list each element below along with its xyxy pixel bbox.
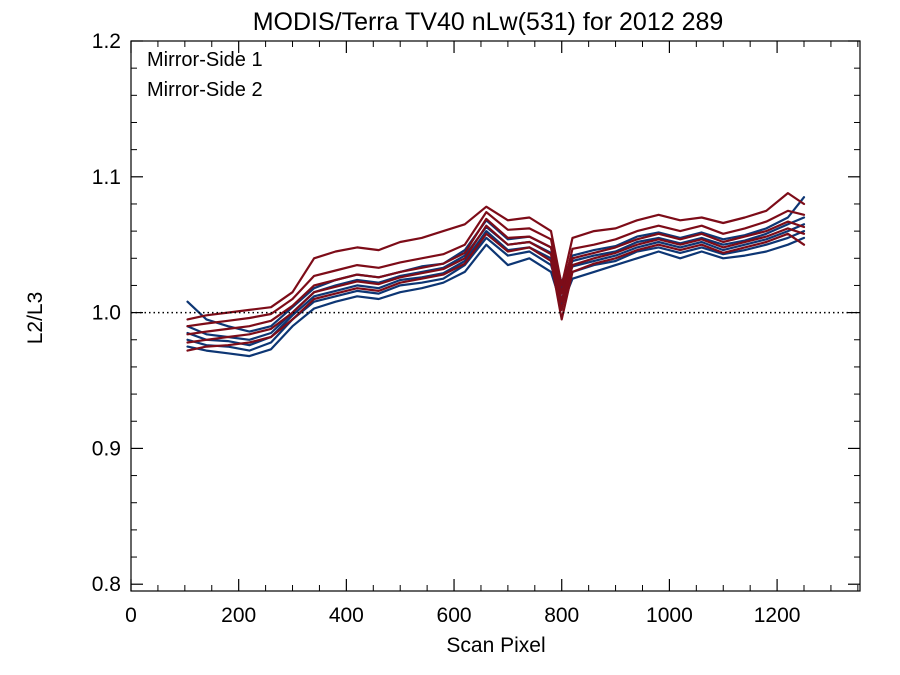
y-tick-label: 1.0: [92, 302, 121, 325]
series-2-line-4: [186, 209, 806, 328]
tick-labels: 0 200 400 600 800 1000 1200 0.8 0.9 1.0 1.1 1.2: [92, 30, 801, 627]
x-tick-label: 800: [544, 604, 579, 627]
x-tick-label: 200: [221, 604, 256, 627]
series-2-line-1: [186, 232, 806, 352]
series-2-line-5: [186, 192, 806, 321]
series-lines: [186, 192, 806, 358]
series-1-line-5: [186, 196, 806, 333]
series-2-line-2: [186, 224, 806, 344]
y-tick-label: 1.1: [92, 166, 121, 189]
x-axis-label: Scan Pixel: [446, 634, 545, 657]
legend: Mirror-Side 1 Mirror-Side 2: [147, 49, 263, 101]
y-axis-label: L2/L3: [24, 292, 47, 345]
x-tick-label: 600: [437, 604, 472, 627]
x-tick-label: 400: [329, 604, 364, 627]
plot-frame: [130, 40, 861, 592]
x-tick-label: 1200: [754, 604, 801, 627]
chart-title: MODIS/Terra TV40 nLw(531) for 2012 289: [253, 8, 724, 36]
y-tick-label: 0.8: [92, 573, 121, 596]
y-tick-label: 0.9: [92, 437, 121, 460]
x-tick-label: 0: [125, 604, 137, 627]
series-2: [186, 192, 806, 352]
axis-ticks: [130, 40, 860, 591]
legend-label-mirror-side-2: Mirror-Side 2: [147, 79, 263, 101]
x-tick-label: 1000: [646, 604, 693, 627]
series-1-line-1: [186, 236, 806, 358]
legend-label-mirror-side-1: Mirror-Side 1: [147, 49, 263, 71]
y-tick-label: 1.2: [92, 30, 121, 53]
series-2-line-3: [186, 217, 806, 336]
